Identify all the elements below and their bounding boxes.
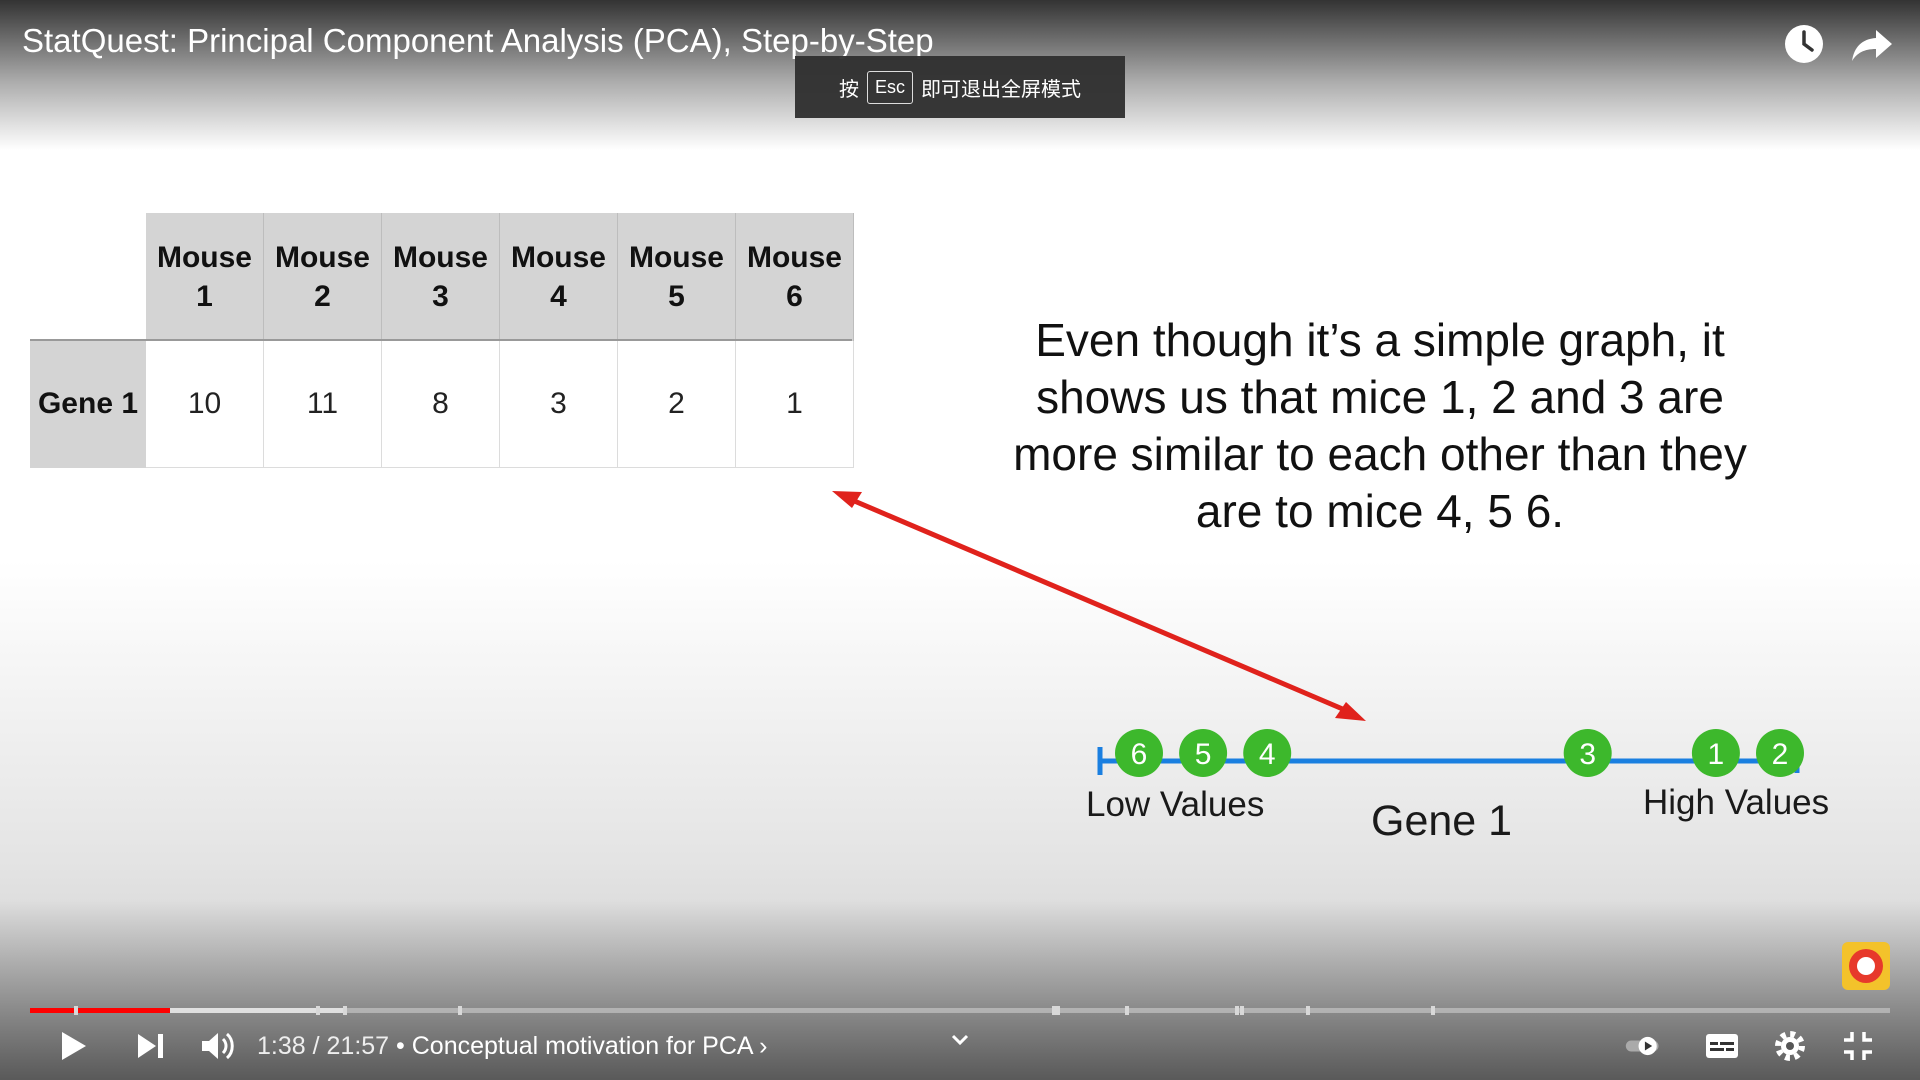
- column-header-number: 2: [314, 280, 331, 313]
- subtitles-icon[interactable]: [1702, 1026, 1742, 1066]
- progress-played[interactable]: [30, 1008, 170, 1013]
- chapter-gap: [343, 1006, 347, 1015]
- autoplay-toggle-icon[interactable]: [1624, 1026, 1664, 1066]
- column-header-number: 3: [432, 280, 449, 313]
- chapter-gap: [74, 1006, 78, 1015]
- chapter-gap: [316, 1006, 320, 1015]
- column-header-mouse-4: Mouse 4: [500, 213, 618, 341]
- chapter-gap: [1235, 1006, 1239, 1015]
- gene-axis-label: Gene 1: [1371, 797, 1513, 845]
- column-header-line: Mouse: [746, 241, 842, 274]
- data-point-label: 2: [1772, 738, 1789, 771]
- table-cell-value: 2: [618, 341, 736, 468]
- data-point-label: 1: [1708, 738, 1725, 771]
- column-header-mouse-1: Mouse 1: [146, 213, 264, 341]
- row-header-gene-1: Gene 1: [30, 340, 148, 468]
- table-cell-value: 10: [146, 341, 264, 468]
- chevron-down-icon[interactable]: [940, 1026, 980, 1056]
- chapter-gap: [1431, 1006, 1435, 1015]
- data-point-mouse-5: [1179, 729, 1228, 777]
- data-point-label: 6: [1131, 738, 1148, 771]
- volume-icon[interactable]: [197, 1026, 237, 1066]
- pointer-arrowhead-left: [832, 491, 862, 508]
- data-point-label: 5: [1195, 738, 1212, 771]
- data-point-mouse-1: [1691, 729, 1740, 777]
- chapter-gap: [1240, 1006, 1244, 1015]
- settings-gear-icon[interactable]: [1770, 1026, 1810, 1066]
- controls-gradient: [0, 900, 1920, 1080]
- chapter-gap: [1125, 1006, 1129, 1015]
- column-header-line: Mouse: [392, 241, 488, 274]
- esc-key: Esc: [866, 70, 913, 104]
- chapter-gap: [1052, 1006, 1056, 1015]
- exit-fullscreen-tip: 按 Esc 即可退出全屏模式: [795, 56, 1125, 118]
- column-header-mouse-5: Mouse 5: [618, 213, 736, 341]
- column-header-mouse-2: Mouse 2: [264, 213, 382, 341]
- data-point-mouse-4: [1243, 729, 1292, 777]
- current-time: 1:38: [257, 1032, 306, 1060]
- chapter-gap: [1306, 1006, 1310, 1015]
- esc-tip-suffix: 即可退出全屏模式: [921, 78, 1081, 101]
- column-header-number: 6: [786, 280, 803, 313]
- column-header-line: Mouse: [156, 241, 252, 274]
- progress-buffered: [30, 1008, 345, 1013]
- column-header-mouse-3: Mouse 3: [382, 213, 500, 341]
- channel-watermark-logo[interactable]: [1840, 940, 1892, 992]
- slide-caption: Even though it’s a simple graph, it show…: [1013, 314, 1747, 537]
- column-header-line: Mouse: [628, 241, 724, 274]
- progress-track[interactable]: [30, 1008, 1890, 1013]
- low-values-label: Low Values: [1086, 785, 1265, 824]
- duration: 21:57: [326, 1032, 390, 1060]
- video-title[interactable]: StatQuest: Principal Component Analysis …: [22, 22, 934, 59]
- pointer-arrow-line: [844, 494, 1353, 716]
- pointer-arrowhead-right: [1335, 702, 1366, 721]
- data-point-label: 3: [1579, 738, 1596, 771]
- column-header-number: 1: [196, 280, 213, 313]
- table-cell-value: 3: [500, 341, 618, 468]
- watch-later-icon[interactable]: [1782, 22, 1826, 66]
- high-values-label: High Values: [1643, 783, 1830, 822]
- table-divider: [30, 339, 852, 341]
- column-header-number: 5: [668, 280, 685, 313]
- play-icon[interactable]: [52, 1026, 92, 1066]
- data-point-mouse-2: [1756, 729, 1804, 777]
- data-point-mouse-6: [1115, 729, 1163, 777]
- time-display: 1:38 / 21:57 • Conceptual motivation for…: [257, 1032, 767, 1061]
- data-point-mouse-3: [1563, 729, 1612, 777]
- next-video-icon[interactable]: [130, 1026, 170, 1066]
- esc-tip-prefix: 按: [838, 78, 859, 101]
- time-separator: /: [305, 1032, 327, 1060]
- column-header-line: Mouse: [510, 241, 606, 274]
- column-header-line: Mouse: [274, 241, 370, 274]
- chapter-gap: [1056, 1006, 1060, 1015]
- data-point-label: 4: [1259, 738, 1276, 771]
- chapter-gap: [458, 1006, 462, 1015]
- chapter-markers: [74, 1006, 1435, 1015]
- table-cell-value: 11: [264, 341, 382, 468]
- table-cell-value: 8: [382, 341, 500, 468]
- exit-fullscreen-icon[interactable]: [1838, 1026, 1878, 1066]
- table-cell-value: 1: [736, 341, 854, 468]
- column-header-number: 4: [550, 280, 567, 313]
- chapter-title[interactable]: • Conceptual motivation for PCA ›: [396, 1032, 768, 1060]
- column-header-mouse-6: Mouse 6: [736, 213, 854, 341]
- share-icon[interactable]: [1850, 22, 1894, 66]
